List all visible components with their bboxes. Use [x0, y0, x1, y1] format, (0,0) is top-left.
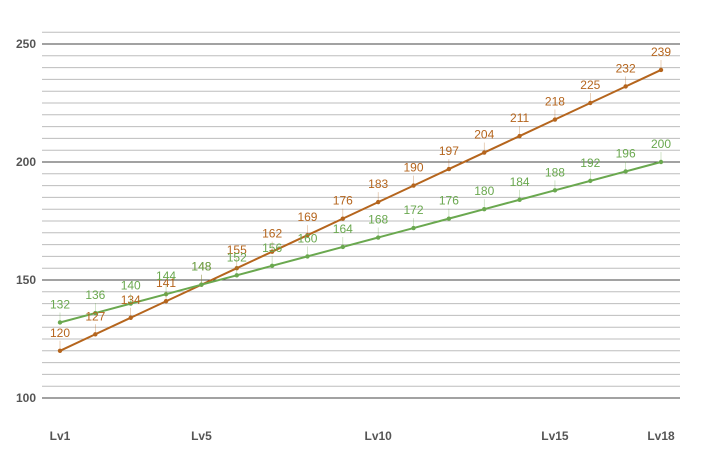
series-line-2 [59, 161, 662, 324]
data-label: 196 [616, 146, 636, 160]
data-point [658, 67, 664, 73]
data-label: 148 [191, 260, 211, 274]
data-label: 211 [510, 111, 529, 125]
data-labels: 1201271341411481551621691761831901972042… [50, 45, 671, 349]
data-label: 120 [50, 326, 70, 340]
data-point [446, 166, 452, 172]
data-label: 132 [50, 297, 70, 311]
x-axis-ticks: Lv1 Lv5 Lv10 Lv15 Lv18 [50, 429, 675, 443]
data-point [93, 332, 98, 337]
data-point [623, 169, 628, 174]
data-point [517, 133, 522, 139]
data-label: 155 [227, 243, 247, 257]
data-point [57, 320, 63, 325]
x-tick-label: Lv10 [364, 429, 392, 443]
data-label: 192 [580, 156, 600, 170]
data-label: 144 [156, 269, 176, 283]
y-tick-label: 150 [16, 273, 36, 287]
data-label: 140 [121, 279, 141, 293]
data-label: 176 [333, 194, 353, 208]
data-label: 176 [439, 194, 459, 208]
data-label: 239 [651, 45, 671, 59]
data-point [482, 207, 487, 212]
data-point [199, 282, 204, 287]
data-point [234, 273, 239, 278]
y-axis-ticks: 100 150 200 250 [16, 37, 36, 405]
data-point [305, 254, 310, 259]
gridlines [42, 31, 680, 399]
data-point [552, 188, 558, 193]
x-tick-label: Lv18 [647, 429, 675, 443]
data-point [128, 315, 133, 320]
data-label: 168 [368, 213, 388, 227]
data-point [411, 183, 416, 188]
data-label: 169 [297, 210, 317, 224]
data-point [340, 216, 346, 221]
data-point [128, 301, 133, 306]
data-label: 141 [156, 276, 176, 290]
data-label: 232 [616, 61, 636, 75]
y-tick-label: 250 [16, 37, 36, 51]
data-point [588, 100, 593, 106]
series-lines [57, 67, 664, 353]
data-point [340, 244, 346, 250]
y-tick-label: 100 [16, 391, 36, 405]
data-label: 164 [333, 222, 353, 236]
data-point [305, 232, 310, 238]
data-label: 148 [191, 260, 211, 274]
data-point [269, 263, 275, 269]
data-point [623, 84, 628, 89]
data-label: 172 [404, 203, 424, 217]
data-label: 156 [262, 241, 282, 255]
data-label: 190 [404, 161, 424, 175]
data-label: 127 [85, 309, 105, 323]
data-label: 136 [85, 288, 105, 302]
data-point [375, 235, 381, 240]
x-tick-label: Lv1 [50, 429, 71, 443]
data-label: 152 [227, 250, 247, 264]
x-tick-label: Lv15 [541, 429, 569, 443]
data-point [163, 299, 169, 304]
data-label: 188 [545, 165, 565, 179]
data-label: 180 [474, 184, 494, 198]
data-point [588, 178, 593, 184]
data-point [375, 199, 381, 205]
data-label: 218 [545, 95, 565, 109]
data-point [552, 117, 558, 122]
data-label: 225 [580, 78, 600, 92]
x-tick-label: Lv5 [191, 429, 212, 443]
data-label: 160 [297, 231, 317, 245]
data-point [269, 249, 275, 254]
y-tick-label: 200 [16, 155, 36, 169]
data-point [411, 225, 416, 231]
data-point [658, 159, 664, 165]
data-point [57, 348, 63, 353]
data-point [482, 150, 487, 155]
data-label: 183 [368, 177, 388, 191]
data-label: 162 [262, 227, 282, 241]
data-label: 200 [651, 137, 671, 151]
data-point [517, 197, 522, 202]
data-point [93, 310, 98, 316]
data-label: 204 [474, 128, 494, 142]
data-label: 197 [439, 144, 459, 158]
data-label: 184 [510, 175, 530, 189]
series-line-1 [59, 69, 662, 352]
data-point [446, 216, 452, 221]
